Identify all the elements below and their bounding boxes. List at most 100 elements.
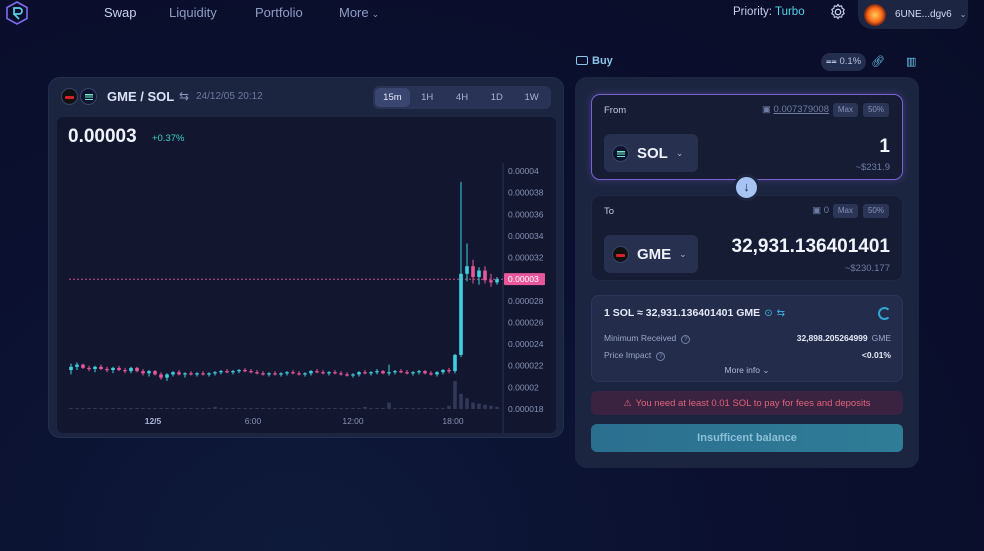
candle-body	[225, 371, 229, 373]
gme-token-icon	[612, 245, 629, 263]
to-token-select[interactable]: GME ⌄	[604, 235, 698, 273]
candle-body	[177, 372, 181, 375]
nav-swap[interactable]: Swap	[104, 5, 137, 20]
priority-toggle[interactable]: Priority: Turbo	[733, 6, 805, 18]
candle-body	[369, 372, 373, 374]
from-token-select[interactable]: SOL ⌄	[604, 134, 698, 172]
nav-portfolio[interactable]: Portfolio	[255, 5, 303, 20]
price-chart[interactable]: 0.00004 0.000038 0.000036 0.000034 0.000032 0…	[57, 117, 556, 433]
max-button[interactable]: Max	[832, 204, 858, 218]
volume-bar	[411, 407, 415, 409]
from-amount-input[interactable]: 1	[879, 136, 890, 157]
from-label: From	[604, 105, 627, 116]
link-icon[interactable]: 🔗︎	[871, 56, 885, 68]
volume-bar	[237, 407, 241, 409]
chart-toggle-icon[interactable]: ▥	[906, 56, 917, 68]
candle-body	[273, 373, 277, 375]
volume-bar	[477, 403, 481, 409]
volume-bar	[459, 393, 463, 409]
current-price-tag-label: 0.00003	[508, 274, 539, 284]
candle-body	[315, 371, 319, 373]
volume-bar	[297, 407, 301, 409]
volume-bar	[339, 407, 343, 409]
nav-liquidity[interactable]: Liquidity	[169, 5, 217, 20]
candle-body	[75, 364, 79, 367]
candle-body	[441, 370, 445, 373]
volume-bar	[135, 407, 139, 409]
volume-bar	[309, 407, 313, 409]
candle-body	[447, 370, 451, 372]
warning-icon: ⚠	[623, 398, 632, 408]
wallet-button[interactable]: 6UNE...dgv6 ⌄	[858, 0, 968, 29]
volume-bar	[177, 407, 181, 409]
volume-bar	[117, 407, 121, 409]
volume-bar	[405, 407, 409, 409]
tab-1d[interactable]: 1D	[490, 92, 503, 103]
priority-label: Priority:	[733, 6, 772, 18]
timeframe-selector: 15m 1H 4H 1D 1W	[373, 86, 551, 109]
nav-more[interactable]: More ⌄	[339, 5, 379, 20]
info-icon[interactable]: ?	[681, 335, 691, 344]
candle-body	[249, 371, 253, 373]
raydium-logo-icon[interactable]	[6, 1, 28, 25]
half-button[interactable]: 50%	[862, 103, 889, 117]
volume-bar	[303, 407, 307, 409]
swap-rate-icon[interactable]: ⇆	[776, 308, 785, 319]
avatar	[864, 3, 886, 26]
x-tick-label: 12:00	[342, 416, 364, 426]
volume-bar	[99, 407, 103, 409]
candle-body	[363, 372, 367, 374]
volume-bar	[315, 407, 319, 409]
volume-bar	[111, 407, 115, 409]
min-received-value: 32,898.205264999 GME	[796, 333, 891, 343]
candle-body	[297, 373, 301, 375]
max-button[interactable]: Max	[832, 103, 858, 117]
swap-pair-icon[interactable]: ⇆	[179, 89, 190, 103]
warning-text: You need at least 0.01 SOL to pay for fe…	[635, 398, 871, 409]
candle-body	[495, 279, 499, 283]
verified-icon: ⊙	[764, 308, 773, 319]
volume-bar	[453, 381, 457, 409]
y-tick-label: 0.000026	[508, 317, 544, 327]
candle-body	[93, 366, 97, 369]
volume-bar	[333, 407, 337, 409]
volume-bar	[483, 404, 487, 409]
from-usd-value: ~$231.9	[855, 162, 890, 173]
insufficient-balance-button[interactable]: Insufficent balance	[591, 424, 903, 452]
top-nav: Swap Liquidity Portfolio More ⌄ Priority:…	[0, 0, 984, 29]
info-icon[interactable]: ?	[656, 352, 666, 361]
candle-body	[123, 370, 127, 372]
candle-body	[195, 373, 199, 375]
y-tick-label: 0.00004	[508, 166, 539, 176]
from-balance[interactable]: ▣ 0.007379008	[761, 104, 829, 115]
refresh-spinner-icon[interactable]	[878, 307, 891, 320]
tab-1h[interactable]: 1H	[421, 92, 434, 103]
tab-1w[interactable]: 1W	[524, 92, 539, 103]
volume-bar	[279, 407, 283, 409]
tab-15m[interactable]: 15m	[375, 88, 410, 107]
to-amount-output[interactable]: 32,931.136401401	[731, 236, 891, 257]
gme-token-icon	[61, 88, 78, 105]
volume-bar	[423, 407, 427, 409]
candle-body	[147, 371, 151, 374]
tab-4h[interactable]: 4H	[455, 92, 469, 103]
volume-bar	[93, 407, 97, 409]
half-button[interactable]: 50%	[862, 204, 889, 218]
candle-body	[189, 373, 193, 375]
volume-bar	[75, 407, 79, 409]
candle-body	[333, 372, 337, 374]
to-balance[interactable]: ▣ 0	[812, 205, 829, 216]
gear-icon[interactable]	[829, 3, 847, 21]
candle-body	[339, 373, 343, 375]
y-tick-label: 0.000024	[508, 339, 544, 349]
candle-body	[303, 373, 307, 375]
slippage-button[interactable]: ⩵ 0.1%	[821, 53, 866, 71]
buy-tab[interactable]: Buy	[576, 55, 613, 67]
switch-direction-button[interactable]: ↓	[733, 174, 760, 201]
volume-bar	[261, 407, 265, 409]
volume-bar	[249, 407, 253, 409]
more-info-toggle[interactable]: More info ⌄	[724, 365, 770, 375]
candle-body	[285, 372, 289, 374]
volume-bar	[105, 407, 109, 409]
y-tick-label: 0.000038	[508, 188, 544, 198]
